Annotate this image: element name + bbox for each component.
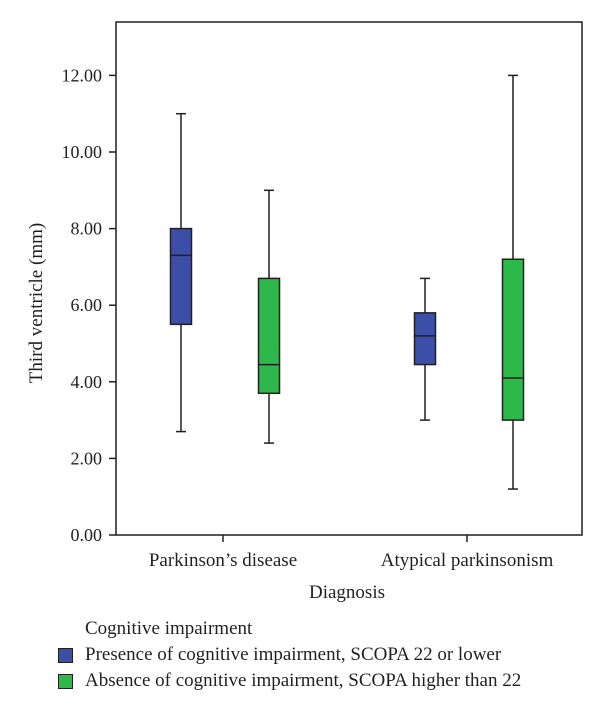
y-tick-label: 2.00 — [71, 448, 103, 468]
y-tick-label: 4.00 — [71, 372, 103, 392]
box-plot-chart: 0.00 2.00 4.00 6.00 8.00 10.00 12.00 Parkinson… — [26, 21, 583, 603]
legend-item-presence: Presence of cognitive impairment, SCOPA … — [52, 642, 592, 668]
box-iqr — [501, 258, 525, 421]
legend-title: Cognitive impairment — [85, 618, 253, 639]
y-tick-label: 0.00 — [71, 525, 103, 545]
box-1-1 — [501, 74, 525, 490]
box-0-0 — [169, 112, 193, 433]
y-axis: 0.00 2.00 4.00 6.00 8.00 10.00 12.00 — [62, 65, 116, 545]
y-tick-label: 12.00 — [62, 65, 103, 85]
x-axis: Parkinson’s disease Atypical parkinsonism — [149, 535, 554, 571]
plot-frame — [115, 21, 583, 536]
y-axis-title: Third ventricle (mm) — [26, 223, 47, 383]
y-tick-label: 10.00 — [62, 142, 103, 162]
y-tick-label: 8.00 — [71, 219, 103, 239]
box-iqr — [413, 312, 437, 366]
legend-label-presence: Presence of cognitive impairment, SCOPA … — [85, 644, 502, 665]
legend-swatch-presence — [58, 647, 73, 663]
x-axis-title: Diagnosis — [309, 582, 385, 603]
box-series — [169, 74, 525, 490]
box-iqr — [169, 227, 193, 326]
legend-swatch-absence — [58, 673, 73, 689]
legend-item-absence: Absence of cognitive impairment, SCOPA h… — [52, 668, 592, 694]
x-tick-label: Parkinson’s disease — [149, 550, 297, 571]
box-iqr — [257, 277, 281, 395]
legend: Cognitive impairment Presence of cogniti… — [52, 616, 592, 694]
y-tick-label: 6.00 — [71, 295, 103, 315]
legend-label-absence: Absence of cognitive impairment, SCOPA h… — [85, 670, 522, 691]
box-1-0 — [257, 189, 281, 444]
x-tick-label: Atypical parkinsonism — [381, 550, 554, 571]
box-0-1 — [413, 277, 437, 421]
